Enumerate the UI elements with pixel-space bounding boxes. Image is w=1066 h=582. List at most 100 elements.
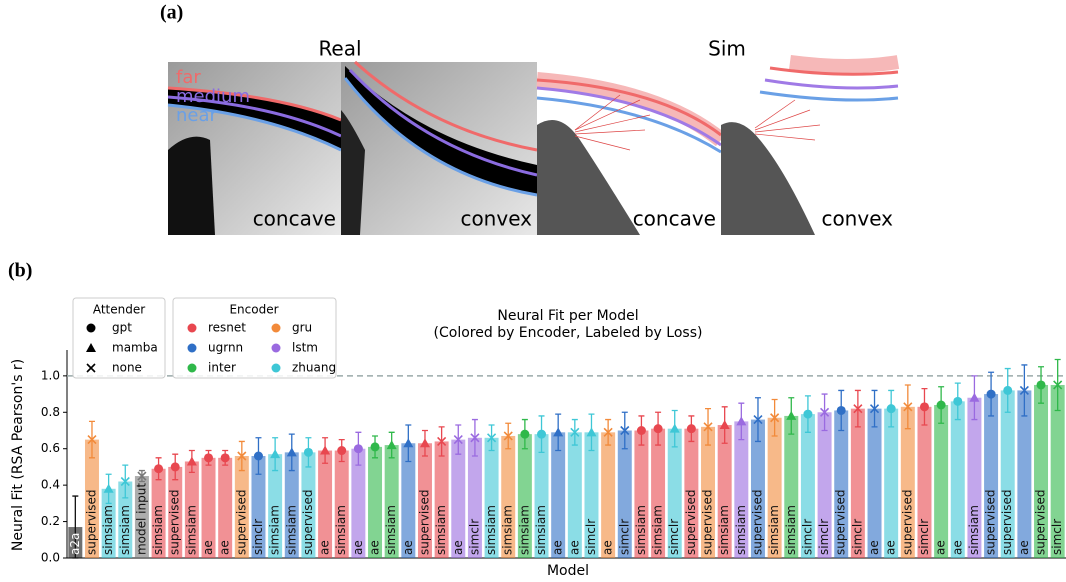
x-tick-label: ae: [318, 540, 332, 555]
bar: [1050, 384, 1065, 558]
legend-label: lstm: [292, 341, 318, 355]
panel-caption: concave: [633, 207, 716, 231]
marker: [419, 438, 430, 448]
x-tick-label: supervised: [834, 490, 848, 555]
marker: [669, 423, 680, 433]
x-tick-label: simsiam: [334, 505, 348, 555]
bar: [750, 419, 765, 558]
group-title: Sim: [708, 37, 746, 61]
x-tick-label: simsiam: [268, 505, 282, 555]
bar: [950, 401, 965, 558]
marker: [969, 392, 980, 402]
x-tick-label: ae: [601, 540, 615, 555]
marker: [770, 413, 780, 423]
x-tick-label: simsiam: [784, 505, 798, 555]
marker: [753, 415, 763, 425]
x-tick-label: simclr: [817, 519, 831, 555]
marker: [137, 471, 147, 481]
marker: [386, 440, 397, 450]
legend-box: [72, 297, 166, 379]
legend-label: ugrnn: [208, 341, 243, 355]
bar: [551, 432, 566, 558]
marker: [403, 438, 414, 448]
bar: [800, 414, 815, 558]
legend-title: Attender: [93, 303, 145, 317]
bar: [251, 456, 266, 558]
bar: [634, 430, 649, 558]
bar: [717, 425, 732, 558]
x-tick-label: supervised: [1034, 490, 1048, 555]
bar: [1034, 384, 1049, 558]
bar: [151, 468, 166, 558]
x-tick-label: ae: [934, 540, 948, 555]
marker: [803, 409, 813, 419]
bar: [917, 406, 932, 558]
marker: [303, 447, 313, 457]
bar: [168, 466, 183, 558]
chart-subtitle: (Colored by Encoder, Labeled by Loss): [434, 325, 703, 341]
x-tick-label: simsiam: [151, 505, 165, 555]
marker: [620, 425, 630, 436]
marker: [736, 416, 747, 426]
bar: [201, 457, 216, 558]
x-tick-label: simsiam: [501, 505, 515, 555]
x-tick-label: simsiam: [101, 505, 115, 555]
y-tick-label: 0.0: [41, 551, 60, 565]
x-tick-label: ae: [884, 540, 898, 555]
x-tick-label: simsiam: [184, 505, 198, 555]
legend-label: gpt: [112, 321, 132, 335]
bar: [784, 415, 799, 558]
x-tick-label: supervised: [900, 490, 914, 555]
panel-label: (b): [8, 260, 32, 282]
x-tick-label: simclr: [467, 519, 481, 555]
marker: [986, 389, 996, 399]
x-tick-label: simclr: [800, 519, 814, 555]
marker: [1003, 385, 1013, 395]
marker: [453, 435, 463, 445]
marker: [903, 402, 913, 412]
real-convex-image: [341, 60, 538, 235]
x-tick-label: simsiam: [284, 505, 298, 555]
curve-label: medium: [176, 86, 250, 107]
marker: [270, 449, 281, 459]
marker: [686, 424, 696, 434]
bar: [601, 432, 616, 558]
x-tick-label: simsiam: [534, 505, 548, 555]
bar: [701, 426, 716, 558]
bar: [534, 434, 549, 558]
x-tick-label: supervised: [750, 490, 764, 555]
x-tick-label: simclr: [617, 519, 631, 555]
legend-box: [172, 297, 337, 379]
marker: [953, 396, 963, 406]
marker: [487, 433, 497, 443]
bar: [1000, 390, 1015, 558]
curve-label: far: [176, 67, 201, 88]
marker: [836, 405, 846, 415]
x-tick-label: simclr: [917, 519, 931, 555]
x-tick-label: ae: [1017, 540, 1031, 555]
sim-convex-image: [721, 55, 900, 235]
x-tick-label: ae: [867, 540, 881, 555]
x-axis-label: Model: [547, 563, 589, 579]
x-tick-label: ae: [201, 540, 215, 555]
bar: [900, 406, 915, 558]
legend-label: inter: [208, 361, 236, 375]
x-tick-label: supervised: [168, 490, 182, 555]
legend-swatch: [271, 363, 281, 373]
bar: [884, 408, 899, 558]
x-tick-label: supervised: [417, 490, 431, 555]
x-tick-label: supervised: [301, 490, 315, 555]
marker: [470, 433, 480, 443]
y-tick-label: 0.2: [41, 514, 60, 528]
x-tick-label: simsiam: [734, 505, 748, 555]
group-title: Real: [318, 37, 361, 61]
legend-label: none: [112, 361, 142, 375]
x-tick-label: supervised: [701, 490, 715, 555]
marker: [186, 456, 197, 466]
marker: [553, 427, 564, 437]
x-tick-label: ae: [368, 540, 382, 555]
marker: [103, 483, 114, 493]
bar: [584, 432, 599, 558]
marker: [154, 464, 164, 474]
